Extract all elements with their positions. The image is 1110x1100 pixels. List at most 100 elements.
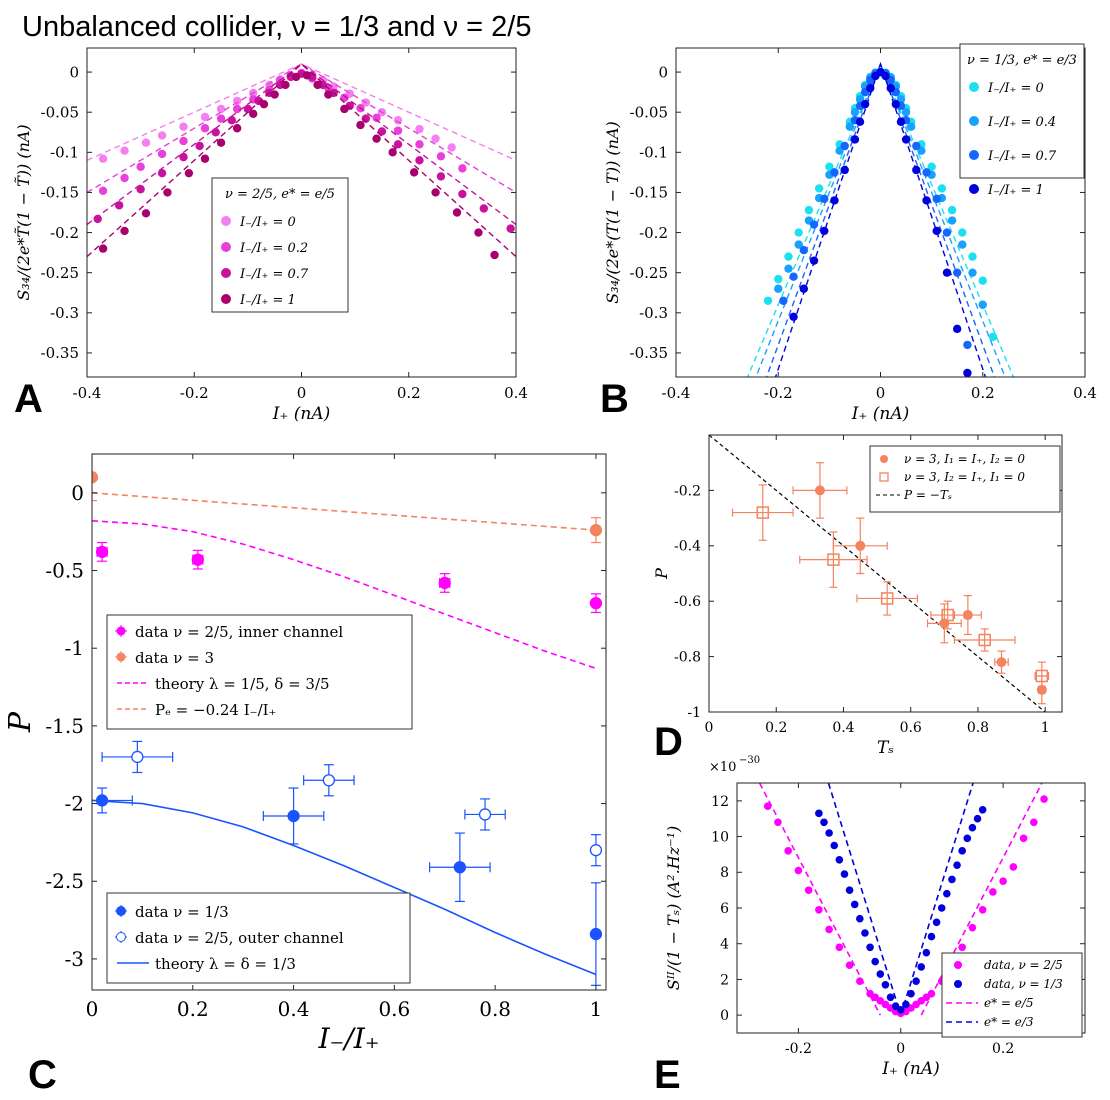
data-point-A-1 [458, 164, 467, 173]
data-point-A-1 [157, 149, 167, 159]
y-axis-label-D: P [652, 568, 671, 580]
data-point-A-3 [313, 80, 322, 90]
data-point-A-1 [200, 124, 210, 133]
reference-line-D [709, 435, 1046, 712]
panel-C: 0 0.2 0.4 0.6 0.8 1 0 -0.5 -1 -1.5 -2 -2.5 -3 I₋/I₊ P C… [3, 453, 607, 1097]
data-point-B-1 [968, 268, 977, 277]
data-point-E-0 [958, 943, 966, 952]
data-point-A-3 [270, 90, 279, 99]
panel-D: 0 0.2 0.4 0.6 0.8 1 -0.2 -0.4 -0.6 -0.8 -1 Tₛ P Dν = … [652, 434, 1063, 764]
data-point-E-0 [999, 877, 1007, 886]
y-tick-label-D: -0.2 [674, 483, 701, 499]
data-point-A-0 [120, 146, 129, 155]
data-point-B-0 [774, 274, 783, 284]
data-point-A-3 [291, 72, 301, 82]
data-point-A-0 [431, 134, 440, 143]
data-point-B-0 [968, 252, 977, 261]
y-tick-label-D: -0.4 [674, 539, 701, 555]
panel-E: -0.2 0 0.2 0 2 4 6 8 10 12 I₊ (nA) Sᴵᴵ/(1 − Tₛ) (A²… [654, 755, 1086, 1097]
data-point-E-0 [784, 847, 792, 855]
legend-label-B-3: I₋/I₊ = 1 [987, 183, 1044, 198]
data-point-E-1 [881, 980, 890, 989]
x-tick-label-A: 0.4 [504, 384, 528, 402]
y-tick-label-C: -1.5 [45, 714, 84, 738]
data-point-E-1 [932, 918, 941, 927]
x-axis-label-A: I₊ (nA) [272, 404, 331, 424]
figure-title: Unbalanced collider, ν = 1/3 and ν = 2/5 [22, 11, 531, 43]
legend-label-A-2: I₋/I₊ = 0.7 [239, 267, 309, 282]
data-point-E-1 [953, 861, 961, 869]
legend-marker-B-1 [969, 116, 979, 126]
data-point-B-3 [912, 165, 921, 175]
legend-marker-B-0 [969, 82, 979, 92]
data-point-B-0 [763, 296, 773, 305]
data-point-A-3 [249, 109, 258, 119]
data-point-E-1 [922, 948, 931, 957]
data-point-B-1 [906, 122, 916, 131]
data-point-E-1 [830, 841, 839, 850]
y-tick-label-B: -0.05 [630, 103, 668, 121]
data-point-E-1 [835, 855, 844, 864]
data-point-C-3 [589, 844, 603, 857]
data-point-E-1 [927, 932, 936, 941]
data-point-B-2 [932, 194, 941, 204]
data-point-A-0 [216, 104, 226, 114]
data-point-A-3 [200, 154, 210, 163]
y-tick-label-C: 0 [71, 481, 84, 505]
y-tick-label-C: -3 [65, 947, 84, 971]
panel-label-D: D [654, 720, 683, 764]
y-tick-label-D: -0.6 [674, 594, 701, 610]
panel-label-E: E [654, 1053, 681, 1097]
axes-frame-D [708, 434, 1063, 713]
data-point-B-3 [922, 196, 931, 205]
legend-title-A: ν = 2/5, e* = e/5 [225, 187, 335, 202]
data-point-C-0 [438, 576, 451, 590]
x-tick-label-B: -0.4 [662, 384, 691, 402]
axes-frame-C [91, 453, 607, 991]
data-point-B-3 [799, 284, 809, 293]
data-point-E-1 [973, 814, 982, 823]
x-axis-label-D: Tₛ [877, 738, 894, 758]
legend-marker-E-1 [954, 980, 962, 988]
data-point-E-0 [1040, 795, 1048, 803]
data-point-B-2 [963, 340, 972, 350]
y-tick-label-E: 0 [720, 1008, 729, 1024]
panel-label-A: A [14, 377, 43, 421]
data-point-B-3 [942, 268, 952, 277]
legend-D [869, 445, 1061, 513]
data-point-B-3 [820, 226, 829, 236]
data-point-A-2 [195, 141, 204, 151]
y-tick-label-E: 4 [720, 937, 729, 953]
data-point-A-3 [163, 188, 172, 197]
legend-label-B-0: I₋/I₊ = 0 [987, 81, 1044, 96]
data-point-D-1 [756, 506, 770, 519]
data-point-D-1 [941, 608, 954, 622]
data-point-D-0 [962, 610, 973, 621]
data-point-B-0 [937, 184, 947, 193]
panel-label-B: B [600, 377, 629, 421]
data-point-D-0 [855, 540, 866, 551]
x-tick-label-D: 0.4 [832, 720, 854, 736]
data-point-E-1 [948, 875, 956, 884]
data-point-E-0 [845, 961, 854, 969]
y-axis-label-A: S₃₄/(2e*T̃(1 − T̃)) (nA) [14, 124, 33, 300]
fit-line-A-1 [87, 63, 516, 194]
x-axis-label-C: I₋/I₊ [317, 1022, 379, 1055]
data-point-B-3 [901, 135, 911, 144]
fit-line-A-0 [87, 63, 516, 161]
panel-A: -0.4 -0.2 0 0.2 0.4 0 -0.05 -0.1 -0.15 -0.2 -0.25 -… [14, 47, 528, 424]
x-tick-label-E: 0.2 [992, 1041, 1014, 1057]
data-point-C-0 [95, 545, 109, 559]
data-point-B-0 [804, 205, 814, 215]
data-point-C-3 [322, 774, 335, 787]
data-point-B-0 [814, 184, 824, 193]
y-tick-label-B: -0.35 [630, 344, 668, 362]
x-tick-label-B: 0.2 [971, 384, 995, 402]
data-point-E-0 [968, 923, 977, 932]
legend-label-D-0: ν = 3, I₁ = I₊, I₂ = 0 [904, 452, 1025, 466]
x-axis-label-B: I₊ (nA) [851, 404, 910, 424]
data-point-E-1 [886, 993, 895, 1002]
legend-label-B-2: I₋/I₊ = 0.7 [987, 149, 1057, 164]
legend-marker-C2-0 [116, 906, 126, 916]
data-point-B-3 [963, 368, 972, 377]
